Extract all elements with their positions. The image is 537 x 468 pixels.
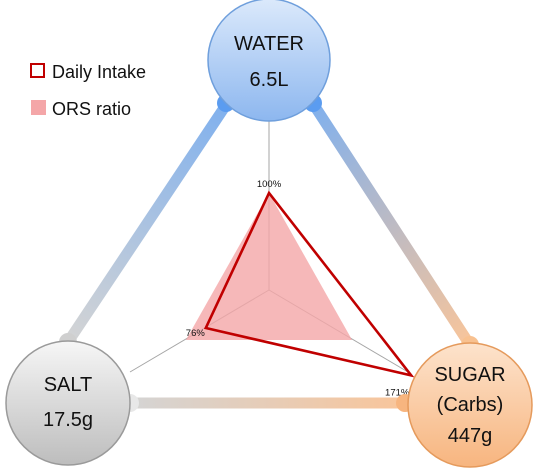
legend: Daily Intake ORS ratio [30, 62, 146, 119]
sugar-node: SUGAR (Carbs) 447g [407, 342, 533, 468]
series-line-daily-intake [203, 190, 415, 378]
legend-swatch-ors-ratio [31, 100, 46, 115]
series-layer [185, 190, 415, 378]
edge-water-sugar [306, 96, 476, 351]
sugar-label: SUGAR [434, 364, 505, 386]
triangle-edges [62, 96, 476, 409]
legend-label-daily-intake: Daily Intake [52, 62, 146, 82]
legend-label-ors-ratio: ORS ratio [52, 99, 131, 119]
tick-label-sugar: 171% [385, 387, 410, 398]
salt-label: SALT [44, 374, 93, 396]
tick-label-water: 100% [257, 179, 282, 190]
water-node: WATER 6.5L [207, 0, 331, 122]
water-amount: 6.5L [250, 69, 289, 91]
water-label: WATER [234, 33, 304, 55]
sugar-label-line2: (Carbs) [437, 394, 504, 416]
tick-label-salt: 76% [186, 328, 206, 339]
edge-water-salt [62, 96, 234, 348]
salt-amount: 17.5g [43, 409, 93, 431]
sugar-amount: 447g [448, 425, 493, 447]
salt-node: SALT 17.5g [5, 340, 131, 466]
series-area-ors-ratio [185, 193, 353, 340]
tick-labels: 100% 76% 171% [186, 179, 410, 398]
legend-swatch-daily-intake [30, 63, 45, 78]
